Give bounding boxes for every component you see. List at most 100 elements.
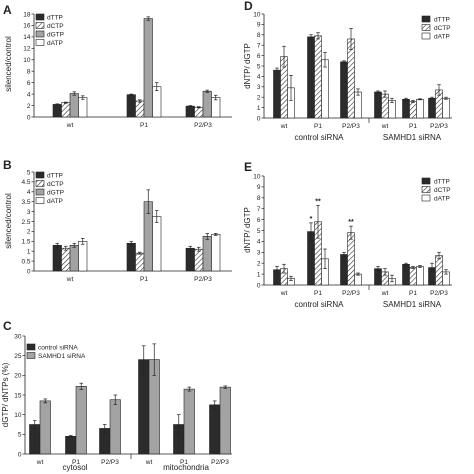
category-label: wt	[381, 123, 389, 130]
bar-dttp	[374, 91, 382, 119]
category-label: P1	[314, 123, 322, 130]
y-tick-label: 7	[257, 43, 261, 50]
group-label: cytosol	[63, 463, 88, 472]
y-tick-label: 0.5	[21, 258, 30, 265]
legend-swatch	[421, 186, 431, 193]
category-label: wt	[280, 290, 288, 297]
category-label: P1	[409, 290, 417, 297]
y-tick-label: 20	[14, 373, 22, 380]
category-label: P1	[180, 459, 188, 466]
y-tick-label: 5	[257, 63, 261, 70]
y-tick-label: 3	[257, 84, 261, 91]
bar-dttp	[340, 61, 348, 119]
bar-dctp	[194, 106, 204, 118]
bar-control-sirna	[65, 435, 77, 455]
bar-dttp	[126, 242, 136, 272]
bar-dctp	[314, 35, 322, 119]
legend-label: dTTP	[47, 173, 63, 180]
legend-swatch	[421, 177, 431, 185]
y-tick-label: 30	[14, 333, 22, 340]
category-label: P1	[140, 276, 148, 283]
bar-dgtp	[143, 18, 153, 118]
panel-letter-e: E	[244, 160, 252, 174]
category-label: P1	[314, 290, 322, 297]
bar-dttp	[307, 36, 315, 119]
y-tick-label: 3	[27, 209, 31, 216]
legend-label: dTTP	[47, 15, 63, 22]
category-label: wt	[66, 276, 74, 283]
bar-dttp	[402, 263, 410, 286]
bar-datp	[211, 234, 221, 272]
y-axis-label: dGTP/ dNTPs (%)	[1, 362, 10, 427]
legend-swatch	[35, 171, 45, 179]
category-label: P2/P3	[101, 459, 119, 466]
legend-label: dATP	[434, 34, 450, 41]
legend-swatch	[421, 24, 431, 31]
y-tick-label: 16	[23, 23, 31, 30]
legend-label: dGTP	[47, 190, 64, 197]
legend-label: dTTP	[434, 17, 450, 24]
bar-datp	[321, 59, 329, 119]
y-tick-label: 5	[27, 169, 31, 176]
bar-dctp	[135, 252, 145, 272]
legend-swatch	[35, 180, 45, 187]
legend-label: dCTP	[434, 187, 451, 194]
y-tick-label: 5	[18, 432, 22, 439]
panel-e: 0 1 2 3 4 5 6 7 8 9 10 dNTP/ dGTP wt P1 P2/P3 wt P1 P2/P3…	[243, 173, 452, 309]
group-label: control siRNA	[295, 133, 345, 142]
legend-swatch	[421, 15, 431, 23]
group-label: mitochondria	[163, 463, 209, 472]
y-tick-label: 6	[257, 53, 261, 60]
y-axis-label: silenced/control	[4, 193, 13, 249]
y-tick-label: 5	[257, 228, 261, 235]
bar-dttp	[340, 254, 348, 286]
bar-dttp	[52, 104, 62, 118]
y-tick-label: 10	[14, 412, 22, 419]
bar-dttp	[52, 244, 62, 272]
y-tick-label: 18	[23, 11, 31, 18]
bar-dctp	[409, 101, 417, 119]
bar-dctp	[61, 102, 71, 118]
y-tick-label: 14	[23, 34, 31, 41]
y-tick-label: 9	[257, 22, 261, 29]
y-tick-label: 1	[257, 271, 261, 278]
bar-dgtp	[202, 236, 212, 272]
bar-datp	[416, 266, 424, 286]
bar-dgtp	[202, 90, 212, 118]
y-tick-label: 2	[257, 95, 261, 102]
bar-datp	[211, 97, 221, 118]
y-tick-label: 15	[14, 392, 22, 399]
category-label: P2/P3	[194, 276, 212, 283]
y-tick-label: 0	[18, 451, 22, 458]
legend-swatch	[35, 39, 45, 46]
legend-label: dCTP	[47, 181, 64, 188]
category-label: P1	[409, 123, 417, 130]
y-tick-label: 9	[257, 184, 261, 191]
bar-samhd1-sirna	[183, 388, 195, 455]
group-label: SAMHD1 siRNA	[383, 133, 442, 142]
y-tick-label: 4.5	[21, 179, 30, 186]
bar-datp	[354, 91, 362, 119]
category-label: wt	[66, 122, 74, 129]
y-tick-label: 8	[27, 69, 31, 76]
legend-label: dGTP	[47, 32, 64, 39]
bar-control-sirna	[209, 404, 221, 455]
y-axis-label: silenced/control	[4, 36, 13, 92]
legend-swatch	[35, 188, 45, 196]
legend-swatch	[35, 22, 45, 29]
category-label: P2/P3	[194, 122, 212, 129]
y-tick-label: 8	[257, 195, 261, 202]
bar-datp	[78, 241, 88, 272]
bar-samhd1-sirna	[39, 400, 51, 455]
panel-a: 0 2 4 6 8 10 12 14 16 18 silenced/control wt P1 P2/P3…	[4, 11, 232, 129]
legend-swatch	[421, 32, 431, 40]
bar-dctp	[347, 38, 355, 119]
bar-dctp	[135, 100, 145, 118]
bar-datp	[152, 86, 162, 118]
legend-swatch	[35, 197, 45, 204]
bar-dttp	[402, 98, 410, 119]
category-label: P2/P3	[430, 290, 448, 297]
legend-swatch	[35, 13, 45, 21]
panel-letter-c: C	[3, 319, 12, 333]
